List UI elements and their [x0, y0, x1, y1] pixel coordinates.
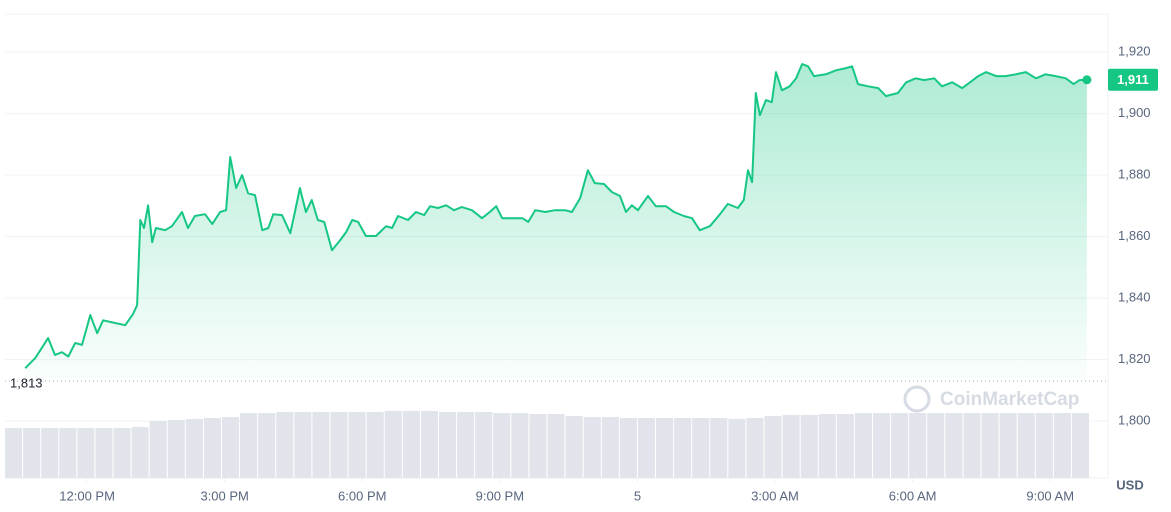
volume-bar [222, 417, 240, 478]
volume-bar [981, 413, 999, 478]
volume-bar [909, 413, 927, 478]
x-tick-label: 3:00 PM [200, 488, 248, 503]
volume-bar [656, 418, 674, 478]
volume-bar [258, 413, 276, 478]
volume-bar [384, 411, 402, 478]
volume-bar [728, 419, 746, 478]
volume-bar [1017, 413, 1035, 478]
volume-bar [999, 413, 1017, 478]
volume-bar [366, 412, 384, 478]
volume-bar [565, 416, 583, 478]
volume-bar [800, 415, 818, 478]
volume-bar [818, 414, 836, 478]
watermark: CoinMarketCap [940, 389, 1079, 410]
volume-bar [601, 417, 619, 478]
volume-bar [457, 412, 475, 478]
y-tick-label: 1,920 [1118, 44, 1151, 59]
volume-bar [764, 416, 782, 478]
volume-bar [1053, 413, 1071, 478]
volume-bar [1071, 413, 1089, 478]
current-price-badge [1108, 68, 1158, 91]
volume-bar [149, 421, 167, 478]
x-tick-label: 9:00 PM [476, 488, 524, 503]
x-tick-label: 3:00 AM [751, 488, 799, 503]
volume-bar [529, 414, 547, 478]
last-point [1082, 75, 1092, 85]
y-tick-label: 1,840 [1118, 290, 1151, 305]
volume-bar [619, 418, 637, 478]
y-tick-label: 1,860 [1118, 228, 1151, 243]
volume-bar [240, 413, 258, 478]
current-price-label: 1,911 [1117, 72, 1149, 87]
volume-bar [5, 428, 23, 478]
volume-bar [113, 428, 131, 478]
volume-bar [854, 413, 872, 478]
x-tick-label: 6:00 PM [338, 488, 386, 503]
volume-bar [77, 428, 95, 478]
open-price-label: 1,813 [10, 376, 43, 391]
volume-bar [420, 411, 438, 478]
volume-bar [312, 412, 330, 478]
x-tick-label: 12:00 PM [59, 488, 115, 503]
volume-bar [547, 414, 565, 478]
volume-bar [945, 413, 963, 478]
volume-bar [59, 428, 77, 478]
volume-bar [493, 413, 511, 478]
price-area [25, 64, 1087, 382]
watermark-logo [903, 385, 931, 413]
volume-bar [131, 427, 149, 478]
x-tick-label: 6:00 AM [889, 488, 937, 503]
volume-bar [348, 412, 366, 478]
volume-bar [511, 413, 529, 478]
y-tick-label: 1,800 [1118, 413, 1151, 428]
volume-bar [402, 411, 420, 478]
y-tick-label: 1,820 [1118, 351, 1151, 366]
volume-bar [873, 413, 891, 478]
volume-bar [475, 412, 493, 478]
watermark-group: CoinMarketCap [903, 385, 1079, 413]
volume-bar [203, 418, 221, 478]
volume-bar [746, 418, 764, 478]
y-tick-label: 1,900 [1118, 105, 1151, 120]
volume-bar [637, 418, 655, 478]
volume-bar [167, 420, 185, 478]
volume-bar [710, 418, 728, 478]
volume-bar [782, 415, 800, 478]
volume-bar [185, 419, 203, 478]
volume-bar [891, 413, 909, 478]
volume-bar [41, 428, 59, 478]
x-tick-label: 5 [634, 488, 641, 503]
unit-label: USD [1116, 477, 1143, 492]
volume-bar [439, 412, 457, 478]
volume-bar [23, 428, 41, 478]
volume-bar [927, 413, 945, 478]
y-tick-label: 1,880 [1118, 167, 1151, 182]
price-line [24, 63, 1087, 369]
volume-bar [1035, 413, 1053, 478]
volume-bar [294, 412, 312, 478]
volume-bar [95, 428, 113, 478]
volume-bar [583, 417, 601, 478]
volume-bar [963, 413, 981, 478]
volume-bar [692, 418, 710, 478]
volume-bar [330, 412, 348, 478]
volume-bar [836, 414, 854, 478]
volume-bar [276, 412, 294, 478]
volume-bar [674, 418, 692, 478]
x-tick-label: 9:00 AM [1026, 488, 1074, 503]
